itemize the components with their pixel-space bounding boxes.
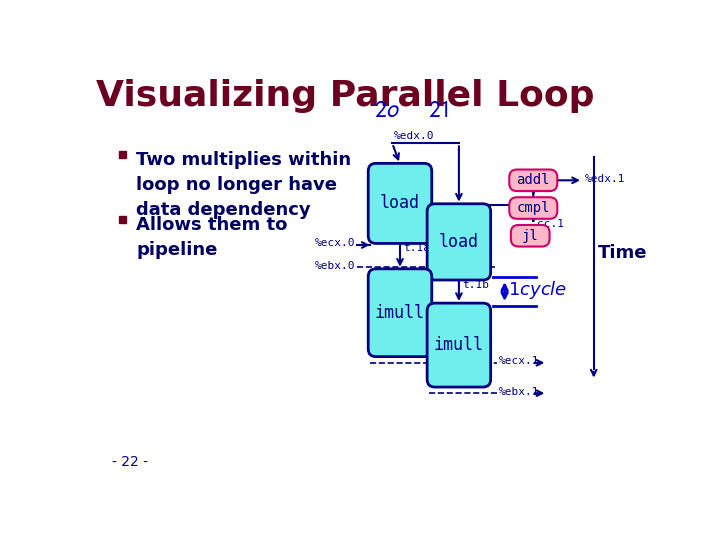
Text: Visualizing Parallel Loop: Visualizing Parallel Loop <box>96 79 595 113</box>
Text: imull: imull <box>434 336 484 354</box>
Bar <box>120 217 127 224</box>
Text: jl: jl <box>522 229 539 243</box>
FancyBboxPatch shape <box>427 303 490 387</box>
Text: t.1a: t.1a <box>403 244 430 253</box>
Bar <box>120 151 127 158</box>
Text: %edx.0: %edx.0 <box>394 131 434 141</box>
FancyBboxPatch shape <box>368 269 432 356</box>
Text: %edx.1: %edx.1 <box>585 174 625 184</box>
Text: load: load <box>380 194 420 212</box>
Text: cc.1: cc.1 <box>537 219 564 229</box>
Text: addl: addl <box>516 173 550 187</box>
FancyBboxPatch shape <box>510 225 549 247</box>
FancyBboxPatch shape <box>509 170 557 191</box>
Text: Time: Time <box>598 245 647 262</box>
FancyBboxPatch shape <box>368 164 432 244</box>
FancyBboxPatch shape <box>509 197 557 219</box>
FancyBboxPatch shape <box>427 204 490 280</box>
Text: imull: imull <box>375 303 425 322</box>
Text: $\mathcal{21}$: $\mathcal{21}$ <box>428 98 449 122</box>
Text: t.1b: t.1b <box>462 280 489 290</box>
Text: %ebx.0: %ebx.0 <box>315 261 355 271</box>
Text: %ebx.1: %ebx.1 <box>498 387 539 397</box>
Text: cmpl: cmpl <box>516 201 550 215</box>
Text: Two multiplies within
loop no longer have
data dependency: Two multiplies within loop no longer hav… <box>137 151 351 219</box>
Text: - 22 -: - 22 - <box>112 455 148 469</box>
Text: $\mathit{1cycle}$: $\mathit{1cycle}$ <box>508 279 567 301</box>
Text: %ecx.1: %ecx.1 <box>498 356 539 366</box>
Text: $\mathcal{2o}$: $\mathcal{2o}$ <box>374 98 400 122</box>
Text: Allows them to
pipeline: Allows them to pipeline <box>137 217 288 260</box>
Text: %ecx.0: %ecx.0 <box>315 238 355 248</box>
Text: load: load <box>439 233 479 251</box>
